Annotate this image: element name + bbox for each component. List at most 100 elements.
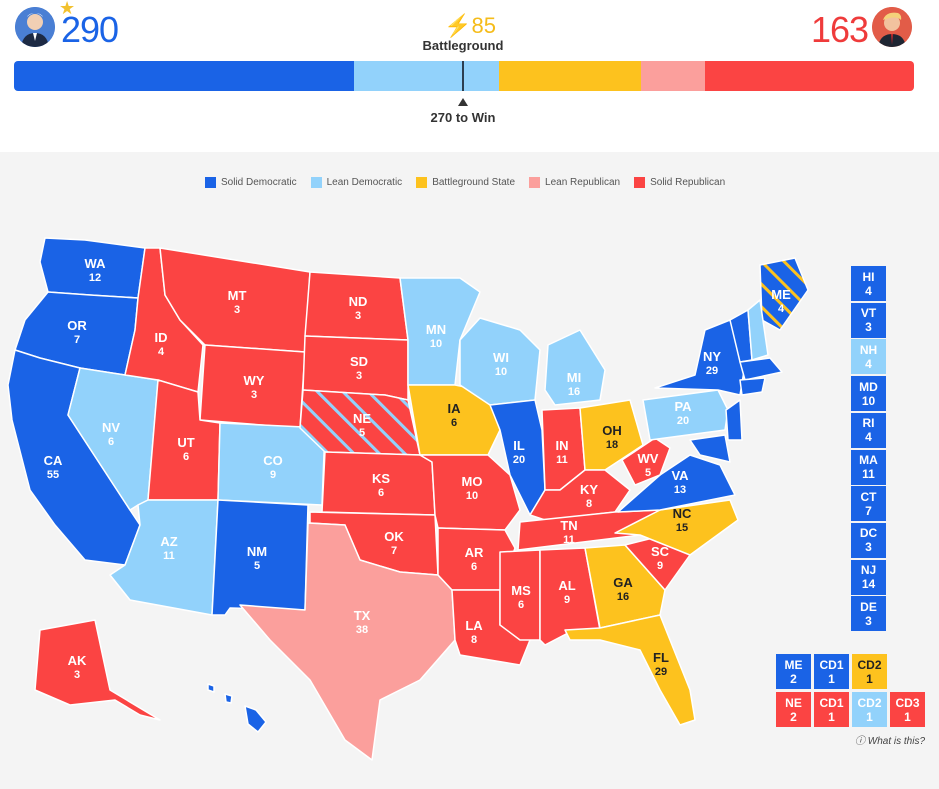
state-wi[interactable] [459,317,541,406]
battleground-total: ⚡85 [435,13,505,39]
state-label-wy: WY [244,373,265,388]
tile-hi[interactable]: HI 4 [851,266,886,301]
state-fl[interactable] [564,614,696,726]
state-ev-fl: 29 [655,666,667,678]
state-ev-nc: 15 [676,522,688,534]
tile-abbr: CD1 [819,695,844,710]
tile-abbr: CD3 [895,695,920,710]
state-ct-shape[interactable] [739,377,766,396]
state-ev-ny: 29 [706,365,718,377]
legend-item-battleground: Battleground State [416,177,515,188]
state-ev-nv: 6 [108,436,114,448]
state-label-ny: NY [703,349,721,364]
state-label-ia: IA [448,401,462,416]
tile-abbr: VT [860,306,877,321]
district-tile-cd1[interactable]: CD1 1 [814,654,849,689]
state-ev-ga: 16 [617,591,629,603]
state-nm[interactable] [211,499,309,616]
tile-dc[interactable]: DC 3 [851,522,886,558]
state-ak[interactable] [34,619,161,721]
district-tile-cd2[interactable]: CD2 1 [852,692,887,727]
state-ev-mn: 10 [430,338,442,350]
state-oh[interactable] [579,399,644,471]
tile-md[interactable]: MD 10 [851,376,886,412]
state-label-il: IL [513,438,525,453]
tile-ri[interactable]: RI 4 [851,412,886,448]
tile-ev: 1 [828,671,835,686]
state-label-tn: TN [560,518,577,533]
state-label-ca: CA [44,453,63,468]
state-ev-mo: 10 [466,490,478,502]
state-label-wi: WI [493,350,509,365]
state-ga[interactable] [584,544,666,629]
tile-ev: 1 [866,709,873,724]
state-tx[interactable] [239,522,456,761]
tile-ev: 3 [865,320,872,335]
tile-ev: 11 [862,467,875,481]
state-label-az: AZ [160,534,177,549]
tile-de[interactable]: DE 3 [851,596,886,632]
legend-item-solid-rep: Solid Republican [634,177,725,188]
scoreboard-header: ★ 290 ⚡85 Battleground 163 270 to Win [0,0,939,152]
tile-ct[interactable]: CT 7 [851,486,886,522]
legend-swatch [529,177,541,188]
state-ev-la: 8 [471,634,477,646]
legend-item-lean-rep: Lean Republican [529,177,620,188]
state-nj-shape[interactable] [725,399,743,441]
state-nh-shape[interactable] [747,299,769,361]
state-ma-shape[interactable] [739,357,783,381]
state-ev-wv: 5 [645,467,651,479]
state-label-nm: NM [247,544,267,559]
state-label-wa: WA [85,256,107,271]
state-ev-nd: 3 [355,310,361,322]
state-label-nd: ND [349,294,368,309]
tile-ev: 3 [865,613,872,628]
tile-ev: 14 [861,577,876,592]
legend-label: Lean Democratic [326,177,403,188]
tile-ma[interactable]: MA 11 [851,449,886,485]
tile-nj[interactable]: NJ 14 [851,559,886,595]
legend-swatch [634,177,646,188]
state-label-id: ID [155,330,168,345]
state-label-tx: TX [354,608,371,623]
state-ev-sc: 9 [657,560,663,572]
state-ev-ia: 6 [451,417,457,429]
state-mn[interactable] [399,277,481,386]
state-label-ne: NE [353,411,371,426]
state-ny[interactable] [654,319,746,396]
tile-vt[interactable]: VT 3 [851,302,886,338]
state-label-ar: AR [465,545,484,560]
state-mi[interactable] [544,329,606,406]
legend: Solid Democratic Lean Democratic Battlegro… [205,177,725,188]
district-tile-cd1[interactable]: CD1 1 [814,692,849,727]
state-label-me: ME [771,287,791,302]
tile-nh[interactable]: NH 4 [851,339,886,375]
tile-ev: 4 [865,430,872,445]
state-ev-ks: 6 [378,487,384,499]
win-threshold-line [462,61,464,91]
state-label-wv: WV [638,451,659,466]
state-label-nc: NC [673,506,692,521]
state-wv[interactable] [621,437,671,486]
district-tile-me[interactable]: ME 2 [776,654,811,689]
state-ev-ca: 55 [47,469,59,481]
tile-ev: 1 [904,709,911,724]
state-label-fl: FL [653,650,669,665]
state-label-co: CO [263,453,283,468]
state-ev-az: 11 [163,550,175,562]
state-md-shape[interactable] [689,434,731,463]
state-ev-mi: 16 [568,386,580,398]
tile-ev: 7 [865,503,872,518]
state-hi[interactable] [207,683,267,733]
state-label-sc: SC [651,544,670,559]
legend-item-lean-dem: Lean Democratic [310,177,403,188]
district-tile-cd3[interactable]: CD3 1 [890,692,925,727]
what-is-this-link[interactable]: ⓘ What is this? [855,732,925,747]
state-ev-ms: 6 [518,599,524,611]
state-ms[interactable] [499,549,541,641]
tile-abbr: RI [862,416,875,431]
district-tile-cd2[interactable]: CD2 1 [852,654,887,689]
district-tile-ne[interactable]: NE 2 [776,692,811,727]
state-ev-id: 4 [158,346,165,358]
